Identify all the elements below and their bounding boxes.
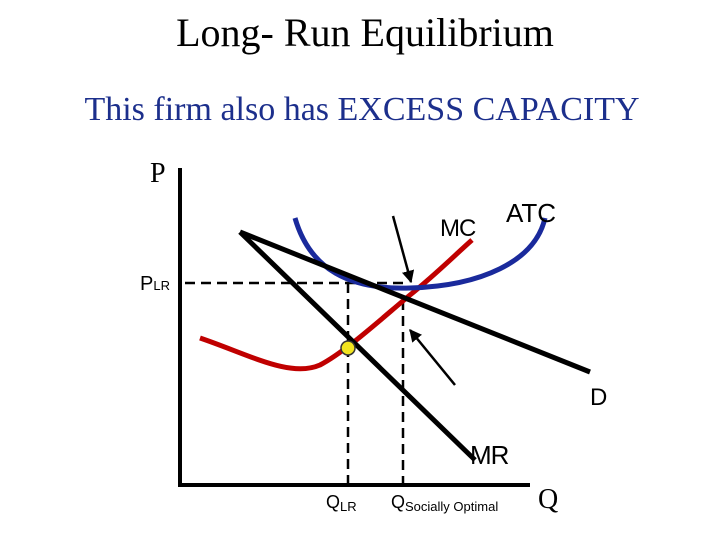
mr-line [238,230,477,462]
demand-label: D [590,384,607,411]
atc-label: ATC [506,198,556,228]
price-axis-label: P [150,158,166,189]
subtitle: This firm also has EXCESS CAPACITY [84,91,639,128]
quantity-axis-label: Q [538,484,558,515]
title: Long- Run Equilibrium [176,10,554,55]
demand-line [239,229,591,375]
price-lr-label: PLR [140,273,170,295]
qlr-main: Q [326,492,340,512]
qsocial-label: QSocially Optimal [391,492,498,514]
equilibrium-point [340,340,356,356]
mc-label: MC [440,215,476,242]
arrow-mr [409,329,456,386]
qlr-label: QLR [326,492,357,514]
price-lr-main: P [140,273,153,295]
qlr-sub: LR [340,499,357,514]
mr-label: MR [470,440,509,470]
arrow-mc [391,215,415,284]
qsocial-sub: Socially Optimal [405,499,498,514]
atc-curve [292,217,548,291]
qsocial-main: Q [391,492,405,512]
price-lr-sub: LR [153,278,170,293]
